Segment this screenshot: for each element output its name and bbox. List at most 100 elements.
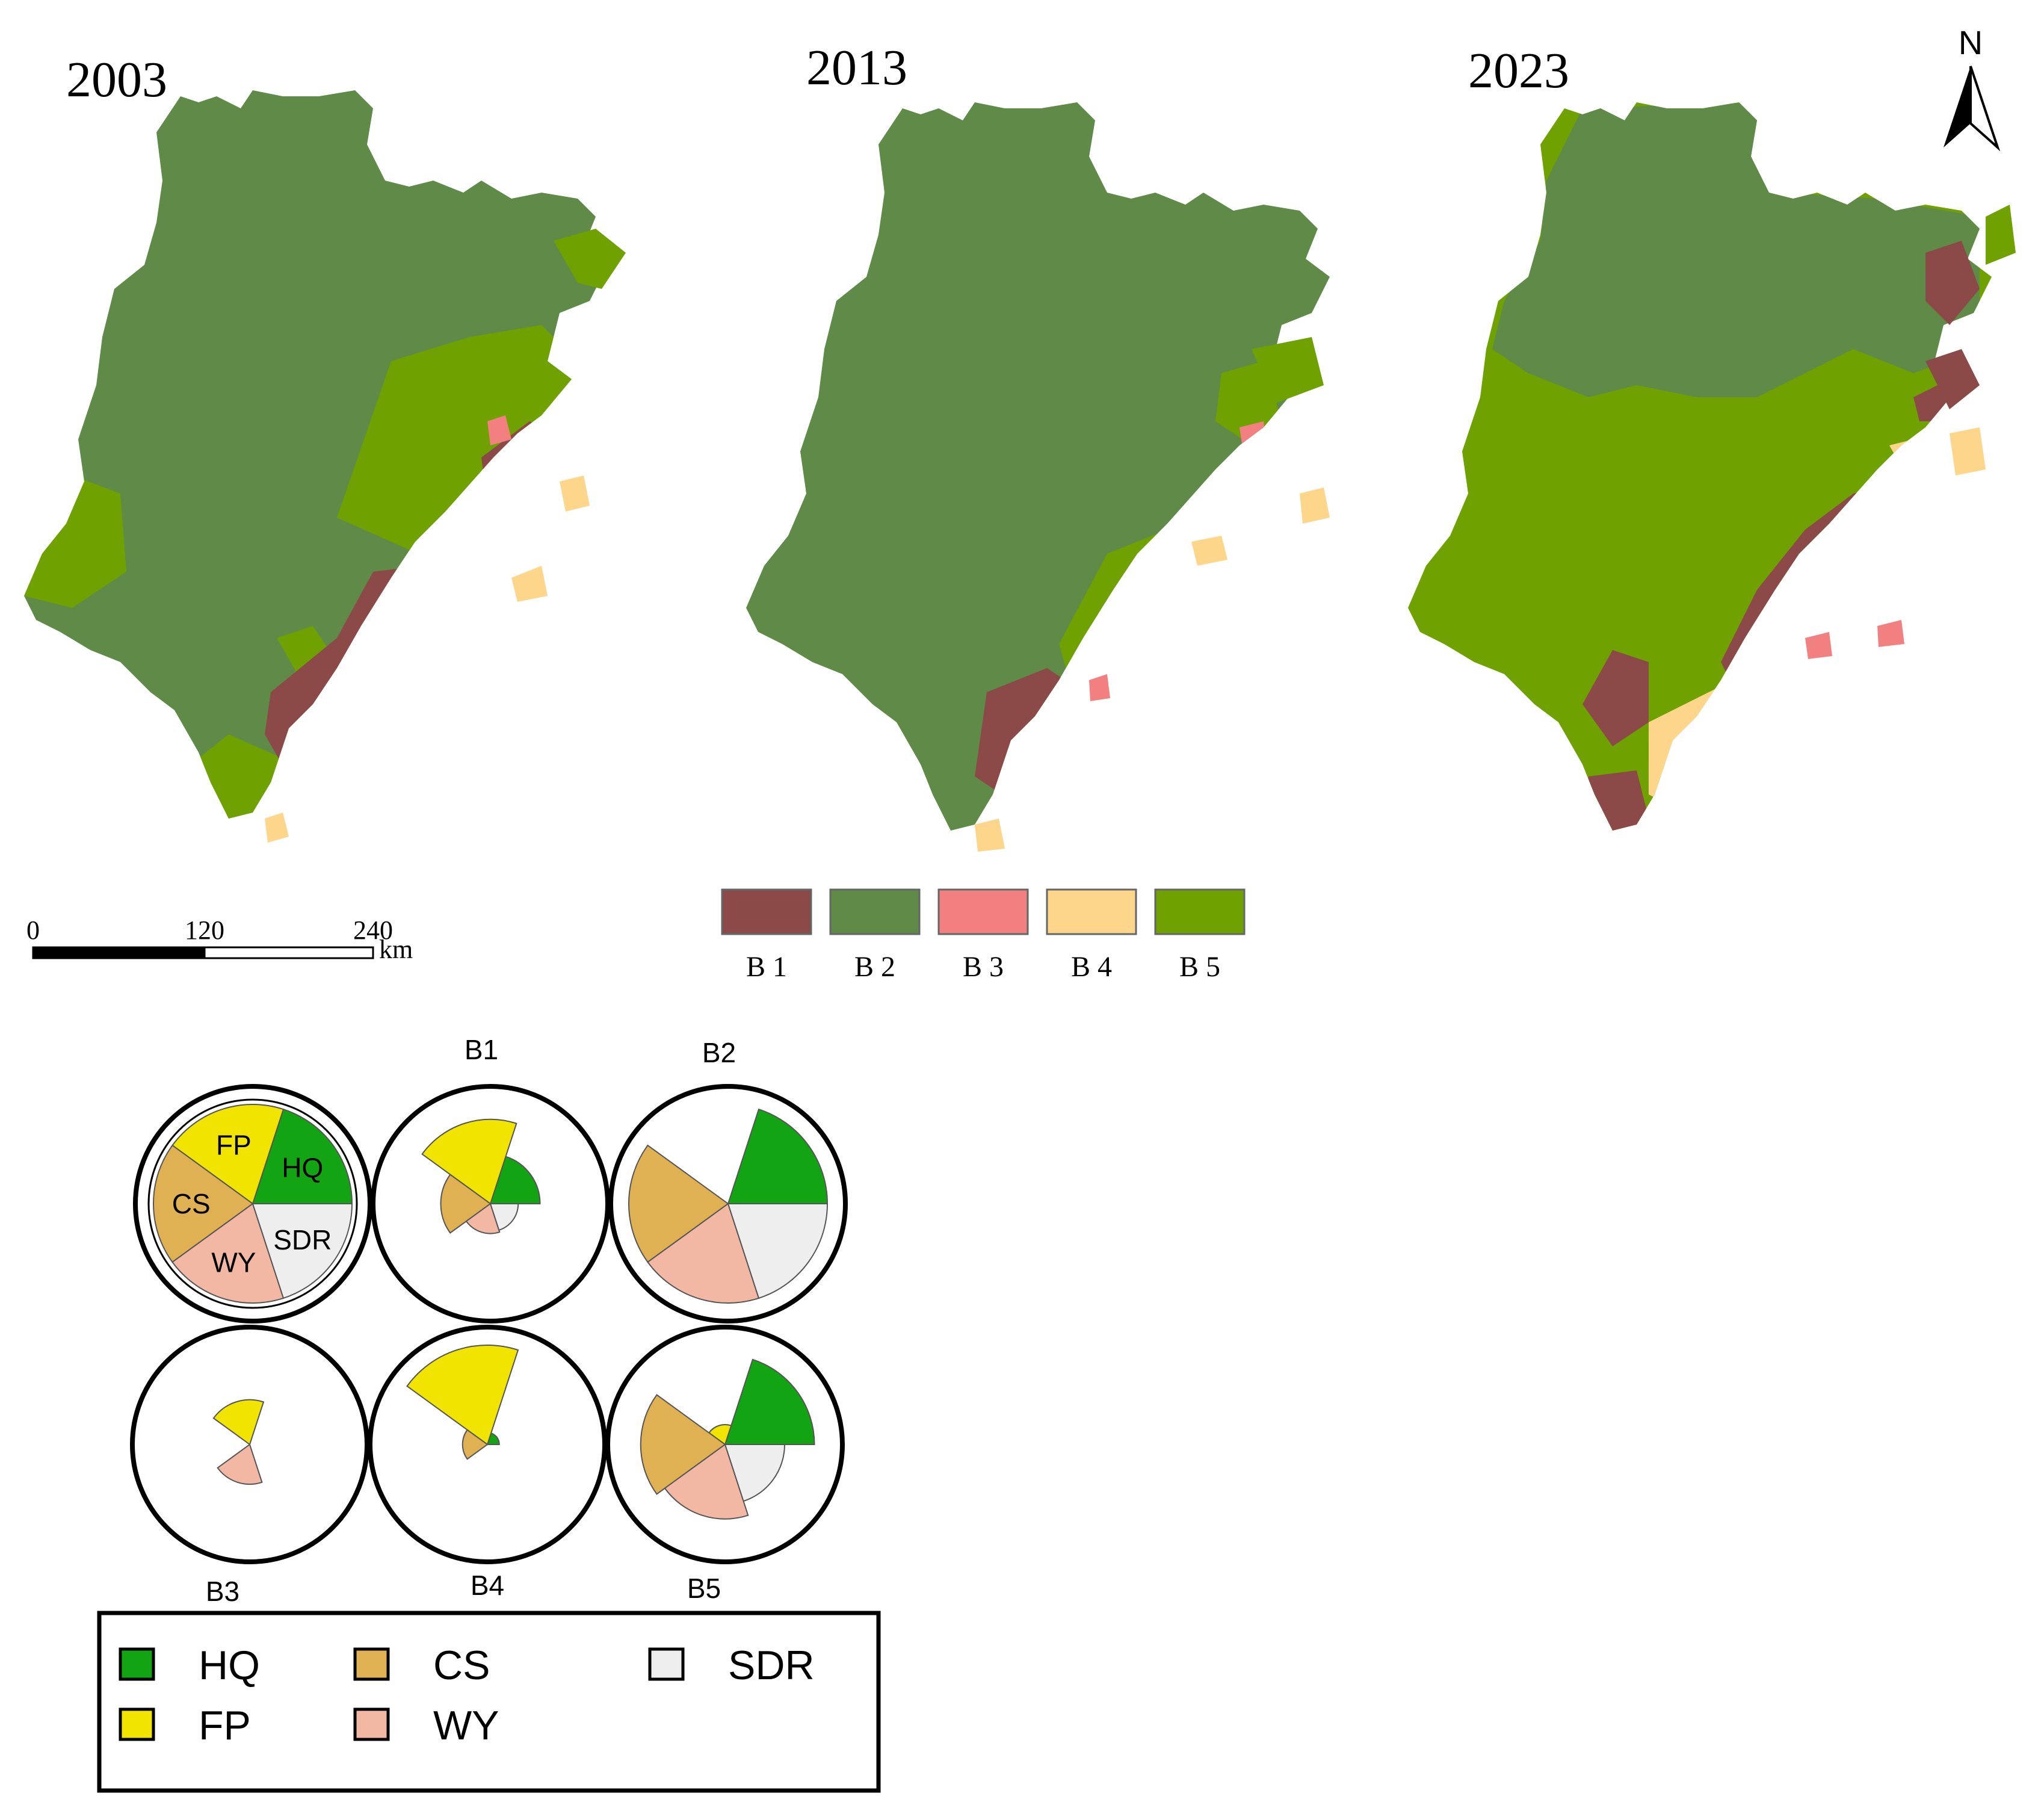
service-swatch-cs [353, 1647, 390, 1681]
region-b1-islet [1925, 349, 1980, 409]
region-b1-islet [1925, 241, 1980, 325]
legend-label-b5: B 5 [1179, 951, 1220, 983]
region-b1 [1582, 770, 1649, 831]
rose-wedge-wy [664, 1443, 749, 1520]
north-arrow-icon: N [1944, 23, 2001, 152]
rose-panel-label: B4 [471, 1570, 504, 1601]
region-b4-islet [975, 819, 1005, 852]
service-swatch-fp [119, 1707, 155, 1741]
rose-inner-ring [147, 1098, 358, 1309]
rose-wedge-fp [212, 1399, 265, 1446]
service-swatch-sdr [648, 1647, 685, 1681]
rose-wedge-wy [647, 1203, 760, 1304]
scale-unit: km [379, 935, 413, 964]
region-b3-islet [1089, 674, 1110, 701]
map-2013 [746, 102, 1330, 852]
scale-tick-0: 0 [26, 915, 40, 945]
rose-wedge-cs [462, 1429, 489, 1460]
rose-panel-b1: B1 [371, 1034, 610, 1323]
year-title-2003: 2003 [66, 52, 167, 108]
scale-bar: 0 120 240 km [26, 915, 413, 964]
service-label-sdr: SDR [728, 1642, 815, 1688]
scale-tick-120: 120 [185, 915, 224, 945]
service-label-hq: HQ [199, 1642, 260, 1688]
region-b4-islet [1950, 427, 1986, 475]
rose-wedge-hq [727, 1108, 829, 1204]
rose-panel-label: B5 [687, 1573, 721, 1604]
region-b3-islet [1805, 632, 1832, 659]
scale-tick-240: 240 [353, 915, 393, 945]
region-b5 [1215, 361, 1282, 445]
service-swatch-wy [353, 1707, 390, 1741]
legend-label-b4: B 4 [1071, 951, 1112, 983]
service-label-fp: FP [199, 1703, 251, 1748]
region-b4-islet [265, 813, 289, 843]
legend-swatch-b4 [1046, 888, 1137, 935]
service-swatch-hq [119, 1647, 155, 1681]
region-b5-islet [1252, 337, 1324, 403]
rose-wedge-sdr [252, 1203, 353, 1299]
legend-swatch-b3 [937, 888, 1029, 935]
legend-swatch-b1 [721, 888, 812, 935]
rose-wedge-hq [724, 1358, 815, 1445]
service-label-wy: WY [433, 1703, 499, 1748]
rose-wedge-wy [465, 1203, 501, 1234]
rose-panel-label: B3 [206, 1576, 239, 1607]
bundle-legend: B 1 B 2 B 3 B 4 B 5 [721, 888, 1246, 983]
rose-wedge-sdr [724, 1444, 786, 1502]
rose-panel-b5: B5 [605, 1325, 845, 1604]
region-b4-islet [1191, 536, 1227, 566]
year-title-2013: 2013 [806, 40, 907, 96]
region-b3 [487, 415, 511, 445]
region-b4 [1095, 608, 1155, 674]
rose-wedge-cs [153, 1144, 254, 1263]
legend-label-b2: B 2 [854, 951, 895, 983]
rose-wedge-label-wy: WY [211, 1246, 256, 1278]
rose-panel-b4: B4 [368, 1325, 607, 1601]
region-b5-islet [554, 229, 626, 289]
rose-wedge-label-cs: CS [172, 1188, 211, 1219]
rose-panel-b3: B3 [130, 1325, 369, 1607]
service-label-cs: CS [433, 1642, 490, 1688]
region-b4-islet [560, 475, 590, 512]
rose-wedge-fp [406, 1345, 519, 1446]
rose-wedge-hq [489, 1156, 541, 1204]
rose-wedge-fp [171, 1104, 285, 1205]
rose-panel-b2: B2 [608, 1037, 848, 1323]
rose-wedge-cs [640, 1394, 726, 1495]
region-b4 [397, 590, 457, 668]
map-2023 [1408, 102, 2016, 831]
legend-label-b3: B 3 [963, 951, 1004, 983]
legend-swatch-b2 [829, 888, 921, 935]
region-b4 [1137, 554, 1185, 602]
rose-wedge-label-fp: FP [216, 1130, 252, 1161]
region-b2 [1492, 102, 1980, 397]
region-b4-islet [1300, 488, 1330, 524]
rose-wedge-wy [217, 1443, 263, 1485]
region-b2 [746, 102, 1330, 831]
year-title-2023: 2023 [1468, 43, 1569, 99]
rose-wedge-sdr [727, 1203, 829, 1299]
region-b3-islet [1877, 620, 1904, 647]
region-b4-islet [511, 566, 548, 602]
map-2003 [24, 90, 626, 843]
rose-wedge-wy [171, 1203, 285, 1304]
service-legend: HQ CS SDR FP WY [97, 1611, 881, 1793]
rose-wedge-label-hq: HQ [282, 1152, 323, 1183]
rose-wedge-sdr [489, 1203, 519, 1231]
region-b4 [469, 518, 511, 566]
region-b3 [409, 602, 430, 623]
rose-wedge-cs [628, 1144, 729, 1263]
legend-swatch-b5 [1154, 888, 1246, 935]
rose-wedge-hq [252, 1108, 353, 1204]
north-label: N [1959, 23, 1983, 61]
rose-wedge-fp [421, 1118, 517, 1205]
region-b1 [1221, 433, 1318, 542]
region-b5-islet [1986, 205, 2016, 265]
region-b2 [24, 90, 608, 819]
region-b1 [1582, 650, 1649, 746]
rose-panel-label: B1 [465, 1034, 498, 1065]
rose-panel-label: B2 [702, 1037, 736, 1068]
